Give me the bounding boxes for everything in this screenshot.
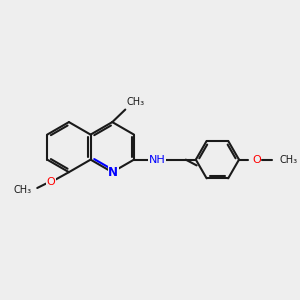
- Text: CH₃: CH₃: [127, 97, 145, 107]
- Text: N: N: [108, 166, 118, 179]
- Text: O: O: [46, 177, 55, 187]
- Text: CH₃: CH₃: [14, 185, 32, 195]
- Text: O: O: [252, 154, 261, 165]
- Text: CH₃: CH₃: [279, 154, 297, 165]
- Text: NH: NH: [149, 154, 166, 165]
